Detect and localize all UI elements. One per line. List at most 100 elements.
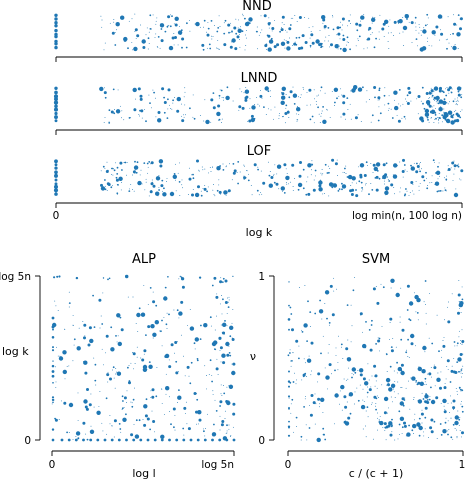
data-point-baseline <box>160 438 164 442</box>
data-point <box>377 119 380 122</box>
data-point <box>439 423 442 425</box>
data-point <box>73 344 75 346</box>
data-point <box>163 296 168 301</box>
data-point <box>168 365 172 369</box>
data-point <box>172 407 176 411</box>
data-point <box>146 368 148 370</box>
data-point <box>458 163 460 165</box>
data-point <box>403 115 406 118</box>
data-point <box>245 29 247 31</box>
data-point <box>437 178 439 180</box>
lof-xlabel: log k <box>246 226 273 239</box>
data-point <box>179 195 181 196</box>
data-point <box>355 22 359 26</box>
data-point-zero <box>54 34 58 39</box>
data-point <box>392 174 398 179</box>
data-point <box>461 410 464 413</box>
data-point <box>424 280 427 282</box>
data-point <box>322 335 324 337</box>
data-point <box>434 34 436 36</box>
data-point <box>102 165 105 168</box>
data-point <box>366 38 369 41</box>
data-point <box>131 405 134 408</box>
data-point <box>435 172 437 174</box>
data-point <box>339 47 342 50</box>
data-point-edge <box>227 306 230 308</box>
data-point <box>423 435 425 437</box>
data-point <box>161 345 163 347</box>
data-point <box>375 37 377 40</box>
data-point <box>431 175 433 177</box>
data-point <box>452 409 454 411</box>
data-point <box>375 343 377 345</box>
data-point <box>451 116 454 119</box>
data-point-edge <box>225 432 227 434</box>
data-point <box>248 173 249 175</box>
data-point <box>347 109 349 110</box>
data-point <box>110 186 113 189</box>
data-point <box>268 183 273 188</box>
data-point <box>377 429 378 431</box>
data-point <box>431 94 434 97</box>
data-point <box>192 177 195 180</box>
data-point <box>393 20 397 24</box>
data-point <box>346 304 349 306</box>
data-point <box>203 187 207 191</box>
data-point <box>318 309 324 314</box>
data-point <box>295 383 297 385</box>
data-point <box>350 304 352 306</box>
data-point <box>321 43 323 45</box>
data-point <box>338 188 341 191</box>
data-point <box>460 169 464 173</box>
data-point-edge <box>226 312 228 314</box>
data-point <box>175 371 179 375</box>
data-point <box>184 114 186 116</box>
data-point <box>412 190 414 192</box>
data-point <box>354 116 358 120</box>
data-point <box>402 403 404 405</box>
data-point <box>337 48 339 50</box>
data-point <box>427 17 429 19</box>
data-point <box>245 37 247 39</box>
data-point <box>273 173 275 175</box>
data-point <box>257 31 259 33</box>
data-point <box>288 397 290 399</box>
data-point <box>132 170 136 174</box>
data-point <box>415 38 418 40</box>
data-point <box>450 34 451 35</box>
data-point <box>206 47 208 49</box>
data-point <box>430 418 434 422</box>
data-point <box>150 390 152 392</box>
data-point <box>160 330 162 333</box>
data-point <box>150 161 154 165</box>
data-point <box>456 103 457 105</box>
data-point <box>341 184 347 189</box>
data-point <box>346 176 349 178</box>
data-point <box>192 189 194 191</box>
data-point <box>88 403 92 407</box>
data-point <box>461 342 463 344</box>
data-point <box>406 432 411 437</box>
data-point <box>218 94 221 97</box>
data-point <box>447 402 449 404</box>
data-point <box>452 179 454 181</box>
data-point <box>157 36 160 38</box>
data-point <box>276 173 278 175</box>
data-point <box>387 179 389 181</box>
data-point <box>376 395 378 397</box>
data-point <box>77 437 80 439</box>
data-point <box>396 361 398 364</box>
data-point <box>328 195 330 197</box>
data-point <box>133 190 135 192</box>
data-point <box>390 108 392 110</box>
data-point <box>398 423 401 426</box>
data-point <box>429 292 431 294</box>
data-point <box>119 316 122 319</box>
data-point <box>443 336 445 338</box>
data-point <box>433 88 435 90</box>
data-point <box>459 178 461 180</box>
data-point <box>358 35 361 38</box>
data-point <box>184 375 186 377</box>
data-point <box>318 406 320 408</box>
data-point <box>452 406 456 410</box>
